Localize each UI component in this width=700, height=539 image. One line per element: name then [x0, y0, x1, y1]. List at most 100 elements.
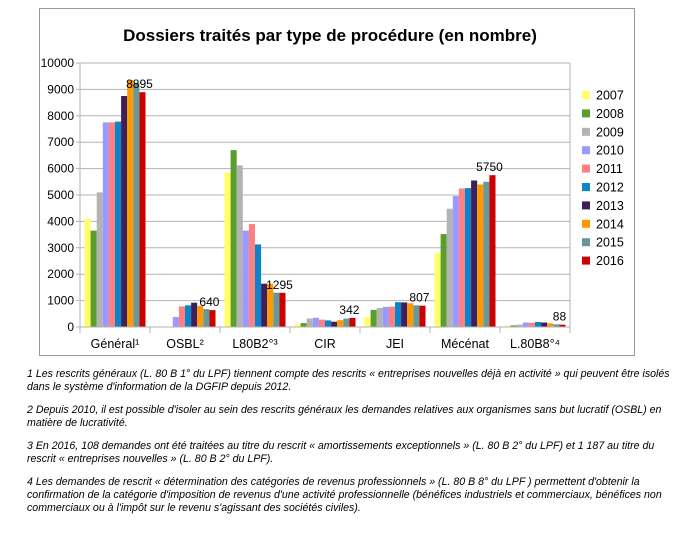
legend-label: 2010 — [596, 144, 624, 158]
footnote-3: 3 En 2016, 108 demandes ont été traitées… — [27, 440, 655, 465]
bar-2014-cat-5 — [477, 184, 484, 327]
y-tick-label: 1000 — [47, 294, 74, 308]
bar-2016-cat-5 — [489, 175, 496, 327]
data-label: 88 — [553, 310, 567, 324]
bar-2016-cat-2 — [279, 292, 286, 327]
bar-2010-cat-6 — [522, 322, 529, 327]
legend-label: 2015 — [596, 236, 624, 250]
y-tick-label: 2000 — [47, 267, 74, 281]
footnote-2: 2 Depuis 2010, il est possible d'isoler … — [27, 404, 662, 429]
bar-chart: Dossiers traités par type de procédure (… — [41, 26, 624, 351]
bar-2016-cat-6 — [559, 324, 566, 327]
footnote-1: 1 Les rescrits généraux (L. 80 B 1° du L… — [27, 368, 670, 393]
footnotes: 1 Les rescrits généraux (L. 80 B 1° du L… — [27, 368, 673, 525]
bar-2009-cat-4 — [376, 307, 383, 327]
x-tick-label: Général¹ — [91, 337, 140, 351]
legend: 2007 2008 2009 2010 2011 2012 2013 2014 2015 2016 — [582, 89, 624, 268]
data-label: 8895 — [126, 77, 153, 91]
y-tick-label: 10000 — [41, 56, 75, 70]
legend-swatch-2008 — [582, 109, 590, 118]
bar-2009-cat-0 — [96, 192, 103, 327]
bar-2016-cat-0 — [139, 92, 146, 327]
x-tick-label: OSBL² — [166, 337, 204, 351]
bar-2013-cat-3 — [331, 321, 338, 327]
bar-2016-cat-1 — [209, 310, 216, 327]
data-label: 640 — [199, 295, 219, 309]
bar-2013-cat-6 — [541, 322, 548, 327]
bar-2015-cat-6 — [553, 324, 560, 327]
bar-2011-cat-3 — [318, 319, 325, 327]
legend-label: 2009 — [596, 125, 624, 139]
footnote-4: 4 Les demandes de rescrit « déterminatio… — [27, 476, 662, 514]
bar-2011-cat-6 — [528, 322, 535, 327]
legend-swatch-2009 — [582, 127, 590, 136]
bar-2015-cat-3 — [343, 318, 350, 327]
data-label: 5750 — [476, 160, 503, 174]
bar-2010-cat-3 — [312, 317, 319, 327]
bar-2007-cat-4 — [364, 316, 371, 327]
y-tick-label: 7000 — [47, 135, 74, 149]
x-axis-ticks: Général¹ OSBL² L80B2°³ CIR JEI Mécénat L.80B8°… — [91, 337, 560, 351]
data-label: 807 — [409, 291, 429, 305]
y-tick-label: 6000 — [47, 162, 74, 176]
x-tick-label: L80B2°³ — [232, 337, 277, 351]
bar-2010-cat-5 — [452, 196, 459, 327]
legend-swatch-2011 — [582, 164, 590, 173]
chart-title: Dossiers traités par type de procédure (… — [123, 26, 537, 45]
bar-2015-cat-2 — [273, 292, 280, 327]
bar-2014-cat-6 — [547, 323, 554, 327]
bar-2010-cat-1 — [172, 316, 179, 327]
bar-2011-cat-0 — [108, 122, 115, 328]
legend-swatch-2013 — [582, 201, 590, 210]
bar-2016-cat-3 — [349, 317, 356, 327]
bar-2011-cat-1 — [178, 306, 185, 327]
grid-lines — [76, 62, 570, 328]
data-label: 342 — [339, 303, 359, 317]
x-tick-label: L.80B8°⁴ — [510, 337, 560, 351]
data-labels: 8895 640 1295 342 807 5750 88 — [126, 77, 566, 324]
bar-2011-cat-2 — [248, 224, 255, 327]
bar-2008-cat-4 — [370, 309, 377, 327]
y-tick-label: 9000 — [47, 82, 74, 96]
legend-label: 2016 — [596, 254, 624, 268]
legend-swatch-2014 — [582, 219, 590, 228]
bar-2013-cat-1 — [191, 302, 198, 327]
bar-2010-cat-2 — [242, 230, 249, 327]
bar-2012-cat-5 — [465, 188, 472, 327]
bar-2012-cat-6 — [535, 321, 542, 327]
bar-2014-cat-1 — [197, 305, 204, 327]
bar-2012-cat-2 — [255, 244, 262, 327]
legend-label: 2008 — [596, 107, 624, 121]
y-axis-ticks: 0 1000 2000 3000 4000 5000 6000 7000 8000 9000 100… — [41, 56, 75, 334]
bar-2008-cat-3 — [300, 323, 307, 327]
legend-swatch-2016 — [582, 256, 590, 265]
bar-2009-cat-2 — [236, 165, 243, 327]
legend-label: 2014 — [596, 217, 624, 231]
x-tick-label: Mécénat — [441, 337, 489, 351]
bar-2008-cat-5 — [440, 234, 447, 327]
chart-frame: Dossiers traités par type de procédure (… — [39, 8, 635, 356]
x-tick-label: JEI — [386, 337, 404, 351]
y-tick-label: 8000 — [47, 109, 74, 123]
bar-2014-cat-2 — [267, 283, 274, 327]
bar-2009-cat-5 — [446, 208, 453, 327]
bar-2007-cat-0 — [84, 218, 91, 327]
bar-2008-cat-0 — [90, 230, 97, 327]
bar-2011-cat-5 — [458, 188, 465, 327]
axes — [79, 63, 571, 333]
bar-2013-cat-4 — [401, 302, 408, 327]
bar-2015-cat-5 — [483, 181, 490, 327]
y-tick-label: 3000 — [47, 241, 74, 255]
bar-2012-cat-3 — [325, 320, 332, 327]
bar-2014-cat-3 — [337, 320, 344, 327]
bar-2013-cat-2 — [261, 283, 268, 327]
bar-2009-cat-3 — [306, 318, 313, 327]
bar-2011-cat-4 — [388, 306, 395, 327]
bar-2008-cat-2 — [230, 150, 237, 327]
bar-2010-cat-4 — [382, 306, 389, 327]
y-tick-label: 5000 — [47, 188, 74, 202]
bar-2015-cat-4 — [413, 305, 420, 327]
bar-2007-cat-5 — [434, 253, 441, 327]
bar-2015-cat-0 — [133, 82, 140, 327]
bar-2007-cat-3 — [294, 324, 301, 327]
